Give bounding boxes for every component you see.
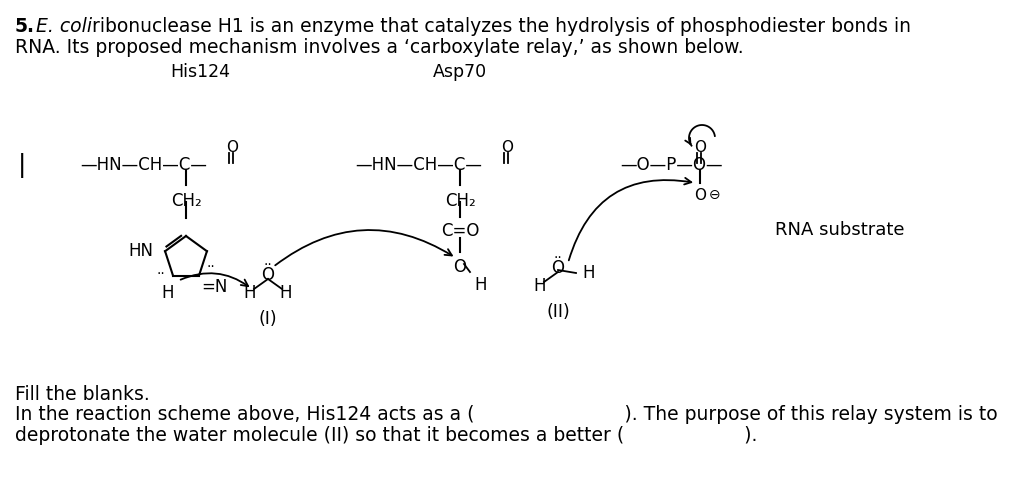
Text: —HN—CH—C—: —HN—CH—C—	[355, 156, 482, 174]
Text: O: O	[454, 258, 466, 276]
Text: ··: ··	[263, 258, 272, 272]
Text: ··: ··	[553, 251, 563, 265]
Text: E. coli: E. coli	[36, 17, 92, 36]
FancyArrowPatch shape	[180, 273, 249, 286]
FancyArrowPatch shape	[276, 230, 452, 266]
Text: O: O	[694, 140, 706, 154]
Text: ··: ··	[207, 260, 215, 274]
Text: O: O	[501, 140, 513, 154]
Text: —O—P—O—: —O—P—O—	[620, 156, 723, 174]
Text: ⊖: ⊖	[709, 188, 721, 202]
Text: H: H	[162, 284, 174, 302]
Text: RNA substrate: RNA substrate	[775, 221, 904, 239]
Text: O: O	[226, 140, 238, 154]
Text: |: |	[18, 152, 26, 178]
Text: CH₂: CH₂	[171, 192, 201, 210]
Text: O: O	[261, 266, 275, 284]
Text: (I): (I)	[259, 310, 278, 328]
Text: (II): (II)	[546, 303, 570, 321]
Text: CH₂: CH₂	[444, 192, 476, 210]
Text: O: O	[551, 259, 565, 277]
Text: =N: =N	[201, 278, 227, 296]
Text: Fill the blanks.: Fill the blanks.	[15, 385, 150, 404]
Text: RNA. Its proposed mechanism involves a ‘carboxylate relay,’ as shown below.: RNA. Its proposed mechanism involves a ‘…	[15, 38, 744, 57]
Text: C=O: C=O	[440, 222, 480, 240]
Text: ··: ··	[156, 267, 166, 281]
Text: deprotonate the water molecule (II) so that it becomes a better (               : deprotonate the water molecule (II) so t…	[15, 426, 757, 445]
Text: ribonuclease H1 is an enzyme that catalyzes the hydrolysis of phosphodiester bon: ribonuclease H1 is an enzyme that cataly…	[92, 17, 911, 36]
Text: —HN—CH—C—: —HN—CH—C—	[80, 156, 207, 174]
Text: H: H	[243, 284, 256, 302]
Text: His124: His124	[170, 63, 230, 81]
FancyArrowPatch shape	[569, 178, 691, 260]
Text: O: O	[694, 188, 706, 203]
Text: HN: HN	[128, 242, 153, 260]
Text: In the reaction scheme above, His124 acts as a (                         ). The : In the reaction scheme above, His124 act…	[15, 405, 998, 424]
Text: H: H	[582, 264, 595, 282]
Text: Asp70: Asp70	[433, 63, 487, 81]
Text: H: H	[534, 277, 546, 295]
Text: H: H	[474, 276, 487, 294]
Text: 5.: 5.	[15, 17, 35, 36]
Text: H: H	[280, 284, 292, 302]
